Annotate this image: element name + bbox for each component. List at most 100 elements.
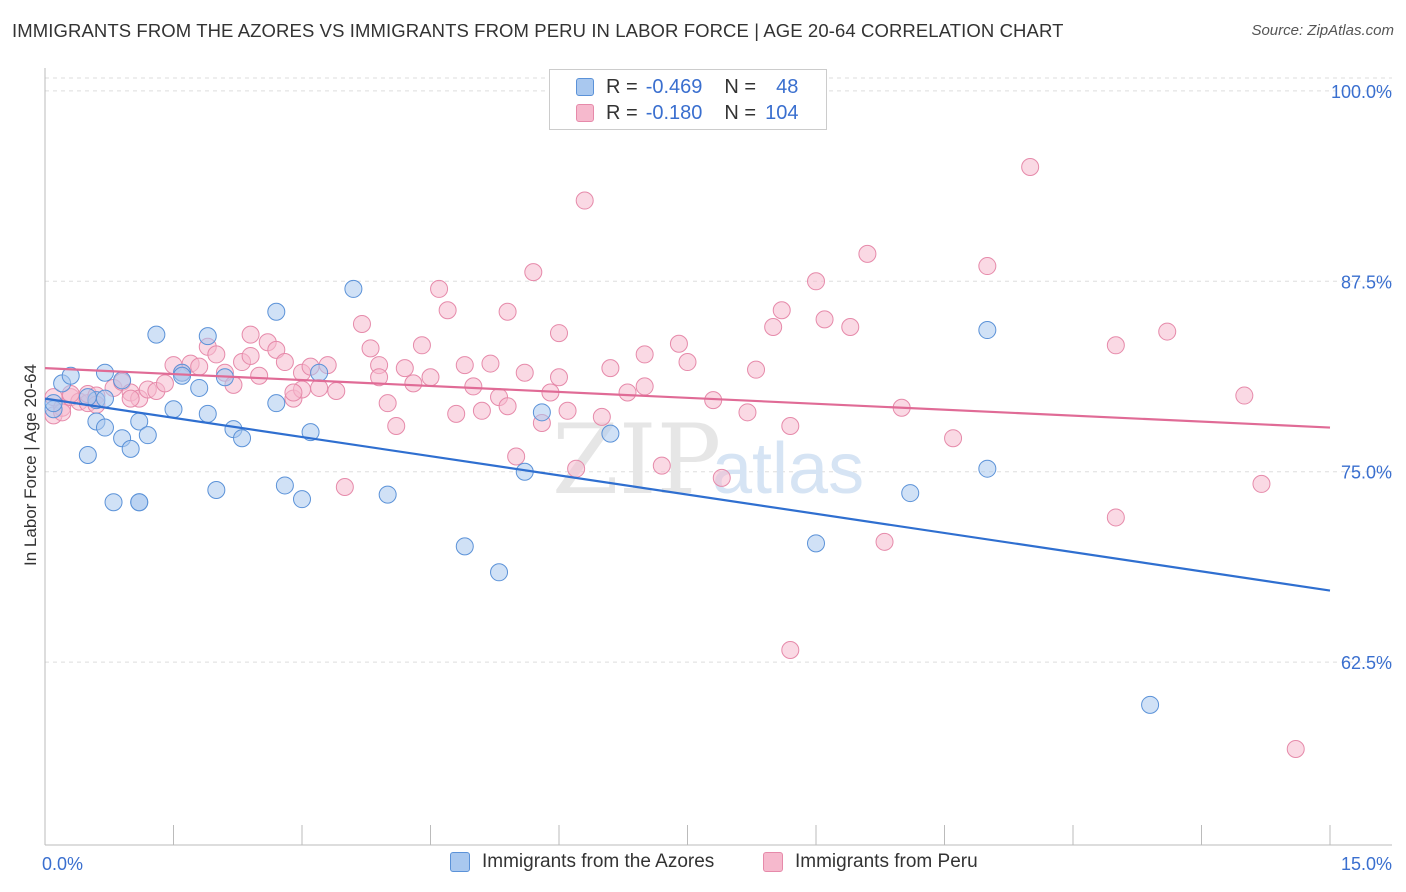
legend-r-label: R = [606,101,638,124]
data-point-azores [147,325,166,344]
data-point-peru [481,354,500,373]
data-point-peru [635,377,654,396]
correlation-legend: R = -0.469 N = 48 R = -0.180 N = 104 [549,69,827,130]
trend-line-peru [44,367,1331,429]
data-point-peru [498,302,517,321]
data-point-peru [712,468,731,487]
series-peru-points [44,158,1305,759]
legend-r-value: -0.469 [645,75,703,98]
data-point-azores [455,537,474,556]
data-point-azores [807,534,825,553]
data-point-peru [1021,158,1040,177]
data-point-azores [78,445,97,464]
data-point-azores [130,493,149,512]
bottom-legend-azores: Immigrants from the Azores [450,851,714,873]
data-point-peru [815,310,834,329]
data-point-peru [781,640,800,659]
data-point-peru [875,532,894,551]
data-point-peru [1286,740,1305,759]
data-point-peru [241,325,260,344]
legend-n-value: 104 [765,101,799,124]
data-point-peru [207,345,226,364]
data-point-peru [430,279,449,298]
y-tick-label: 87.5% [1341,272,1392,292]
data-point-azores [198,404,217,423]
legend-row-peru: R = -0.180 N = 104 [550,100,798,126]
data-point-peru [524,263,543,282]
data-point-azores [901,484,920,503]
data-point-peru [764,318,783,336]
legend-swatch-azores [576,78,594,96]
data-point-peru [978,257,997,276]
data-point-azores [233,429,252,448]
data-point-peru [395,359,414,378]
chart-source: Source: ZipAtlas.com [1251,22,1394,39]
data-point-azores [95,363,114,382]
data-point-azores [44,394,63,413]
data-point-azores [61,366,80,385]
data-point-azores [301,423,320,442]
data-point-peru [121,389,140,408]
data-point-azores [138,426,157,445]
data-point-peru [472,401,491,420]
data-point-azores [95,389,114,408]
data-point-azores [275,476,294,495]
data-point-peru [1106,336,1125,355]
data-point-peru [352,314,371,333]
data-point-peru [190,357,209,376]
data-point-peru [412,336,431,355]
data-point-peru [267,340,286,359]
data-point-peru [421,368,440,387]
data-point-azores [207,481,226,500]
legend-n-label: N = [724,101,757,124]
data-point-peru [669,334,688,353]
legend-n-label: N = [724,75,757,98]
data-point-peru [575,191,594,210]
chart-title: IMMIGRANTS FROM THE AZORES VS IMMIGRANTS… [12,20,1064,41]
legend-r-value: -0.180 [645,101,703,124]
data-point-azores [1141,695,1160,714]
data-point-peru [250,366,269,385]
data-point-peru [284,383,303,402]
data-point-azores [113,371,132,390]
data-point-azores [310,363,329,382]
bottom-legend-label-azores: Immigrants from the Azores [482,851,715,872]
y-tick-label: 100.0% [1331,82,1392,102]
data-point-peru [738,403,757,422]
data-point-peru [601,359,620,378]
data-point-peru [241,346,260,365]
data-point-peru [327,381,346,400]
data-point-azores [344,279,363,298]
data-point-azores [978,459,997,478]
bottom-legend-peru: Immigrants from Peru [763,851,978,873]
data-point-azores [267,302,286,321]
y-tick-label: 62.5% [1341,653,1392,673]
data-point-peru [1158,322,1177,341]
legend-r-label: R = [606,75,638,98]
data-point-peru [335,477,354,496]
legend-row-azores: R = -0.469 N = 48 [550,74,798,100]
data-point-peru [858,244,877,263]
data-point-azores [164,400,183,419]
series-azores-points [44,279,1160,714]
data-point-peru [387,417,406,436]
data-point-azores [267,394,286,413]
data-point-peru [370,368,389,387]
data-point-peru [841,318,860,336]
y-tick-label: 75.0% [1341,463,1392,483]
data-point-peru [515,363,534,382]
legend-n-value: 48 [776,75,799,98]
data-point-peru [550,324,568,343]
bottom-legend-label-peru: Immigrants from Peru [795,851,978,872]
data-point-azores [378,485,397,504]
data-point-peru [438,301,457,320]
grid-lines [45,77,1392,663]
axes [44,68,1392,846]
data-point-azores [95,418,114,437]
data-point-peru [635,345,654,364]
data-point-azores [121,439,140,458]
data-point-peru [361,339,380,358]
data-point-azores [532,403,551,422]
data-point-peru [807,272,825,291]
